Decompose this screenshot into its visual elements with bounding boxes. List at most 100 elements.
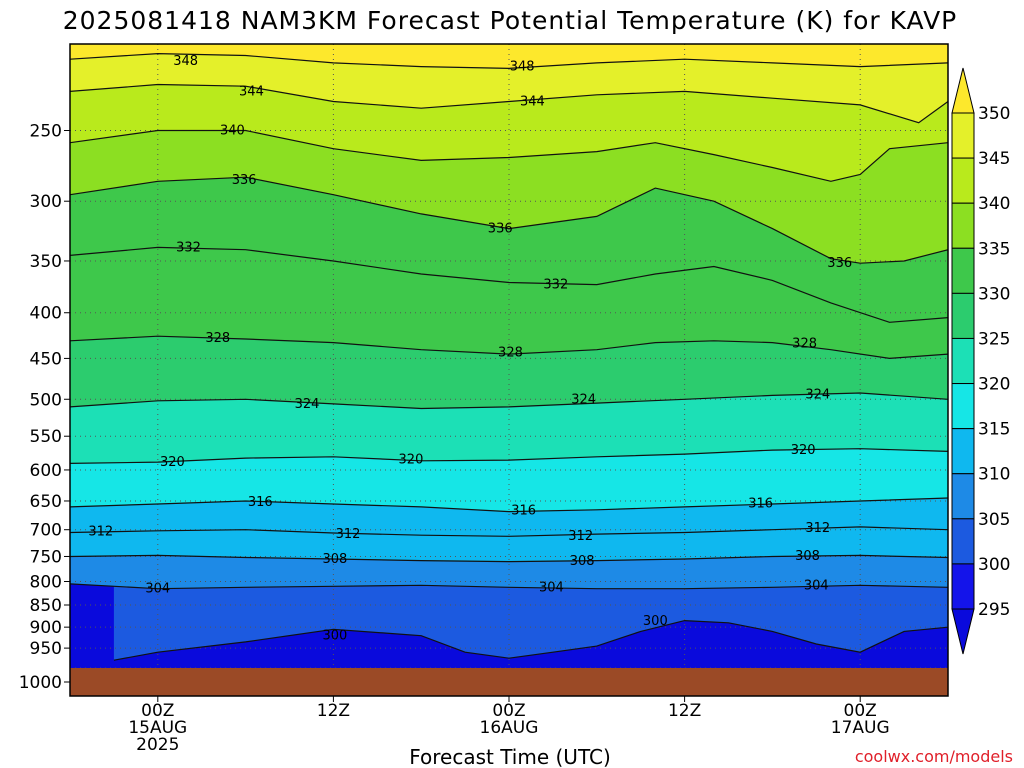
- contour-label: 316: [748, 496, 773, 511]
- contour-label: 312: [336, 527, 361, 542]
- contour-labels: 348 348 344 344 340 336 336 336 332 332 328 328 328 3…: [88, 54, 852, 644]
- x-tick-label: 17AUG: [831, 718, 890, 738]
- y-tick-label: 250: [30, 122, 62, 142]
- colorbar-segment: [951, 202, 975, 249]
- y-tick-label: 350: [30, 252, 62, 272]
- contour-label: 336: [827, 256, 852, 271]
- y-tick-label: 400: [30, 304, 62, 324]
- colorbar-arrow-bottom: [951, 608, 975, 655]
- contour-line: [70, 52, 948, 70]
- credit-text[interactable]: coolwx.com/models: [855, 747, 1013, 766]
- contour-line: [70, 246, 948, 323]
- y-tick-label: 950: [30, 639, 62, 659]
- x-tick-label: 16AUG: [480, 718, 539, 738]
- contour-line: [70, 448, 948, 464]
- colorbar-segment: [951, 383, 975, 430]
- x-axis-label: Forecast Time (UTC): [409, 745, 611, 768]
- contour-label: 324: [571, 392, 596, 407]
- contour-label: 328: [792, 336, 817, 351]
- y-tick-label: 450: [30, 349, 62, 369]
- colorbar-segment: [951, 473, 975, 520]
- contour-label: 348: [510, 60, 535, 75]
- contour-label: 304: [804, 578, 829, 593]
- contour-label: 320: [399, 452, 424, 467]
- contour-label: 344: [239, 84, 264, 99]
- contour-label: 332: [176, 240, 201, 255]
- contour-line: [70, 176, 948, 264]
- contour-label: 320: [160, 455, 185, 470]
- contour-label: 308: [570, 554, 595, 569]
- contour-line: [70, 583, 948, 590]
- contour-line: [70, 129, 948, 182]
- contour-label: 344: [520, 95, 545, 110]
- y-tick-label: 700: [30, 521, 62, 541]
- colorbar-arrow-top: [951, 67, 975, 114]
- y-tick-label: 500: [30, 390, 62, 410]
- ground-layer: [70, 668, 948, 696]
- contour-label: 312: [568, 529, 593, 544]
- x-tick-label: 00Z: [492, 701, 525, 721]
- contour-label: 300: [322, 629, 347, 644]
- contour-label: 328: [498, 345, 523, 360]
- contour-label: 300: [643, 614, 668, 629]
- y-tick-label: 750: [30, 547, 62, 567]
- y-tick-label: 550: [30, 427, 62, 447]
- x-tick-label: 00Z: [844, 701, 877, 721]
- y-tick-label: 650: [30, 492, 62, 512]
- x-tick-label: 12Z: [668, 701, 701, 721]
- contour-label: 316: [511, 503, 536, 518]
- fill-band: [70, 44, 948, 69]
- colorbar-segment: [951, 518, 975, 565]
- fill-band: [70, 44, 948, 123]
- contour-label: 312: [88, 524, 113, 539]
- colorbar-segment: [951, 563, 975, 610]
- contour-label: 308: [795, 549, 820, 564]
- colorbar-label: 335: [978, 239, 1010, 259]
- x-tick-label: 12Z: [317, 701, 350, 721]
- colorbar-segment: [951, 157, 975, 204]
- contour-label: 312: [805, 521, 830, 536]
- colorbar-label: 345: [978, 149, 1010, 169]
- contour-label: 332: [543, 278, 568, 293]
- contour-label: 340: [220, 124, 245, 139]
- colorbar-label: 305: [978, 510, 1010, 530]
- colorbar-label: 330: [978, 284, 1010, 304]
- contour-label: 304: [539, 580, 564, 595]
- contour-line: [70, 554, 948, 563]
- chart-title: 2025081418 NAM3KM Forecast Potential Tem…: [63, 6, 958, 35]
- y-tick-label: 850: [30, 596, 62, 616]
- contour-label: 304: [145, 582, 170, 597]
- contour-label: 348: [173, 54, 198, 69]
- y-axis: 2503003504004505005506006507007508008509…: [19, 122, 70, 693]
- contour-label: 320: [791, 443, 816, 458]
- contour-label: 308: [322, 552, 347, 567]
- colorbar-label: 295: [978, 600, 1010, 620]
- y-tick-label: 1000: [19, 673, 62, 693]
- colorbar: 350 345 340 335 330 325 320 315 310 305 300 295: [951, 67, 1010, 655]
- contour-label: 336: [232, 173, 257, 188]
- colorbar-label: 340: [978, 194, 1010, 214]
- contour-line: [113, 619, 948, 661]
- colorbar-label: 320: [978, 375, 1010, 395]
- colorbar-segment: [951, 292, 975, 339]
- colorbar-segment: [951, 112, 975, 159]
- x-tick-label: 2025: [136, 735, 179, 755]
- colorbar-label: 315: [978, 420, 1010, 440]
- x-tick-label: 15AUG: [128, 718, 187, 738]
- contour-line: [70, 526, 948, 537]
- contour-label: 336: [488, 222, 513, 237]
- colorbar-segment: [951, 247, 975, 294]
- x-tick-label: 00Z: [141, 701, 174, 721]
- colorbar-label: 310: [978, 465, 1010, 485]
- plot-area: 348 348 344 344 340 336 336 336 332 332 328 328 328 3…: [69, 43, 949, 697]
- colorbar-label: 325: [978, 329, 1010, 349]
- y-tick-label: 800: [30, 572, 62, 592]
- contour-label: 324: [805, 388, 830, 403]
- contour-line: [70, 83, 948, 124]
- contour-label: 316: [248, 495, 273, 510]
- colorbar-segment: [951, 428, 975, 475]
- colorbar-label: 300: [978, 555, 1010, 575]
- colorbar-label: 350: [978, 104, 1010, 124]
